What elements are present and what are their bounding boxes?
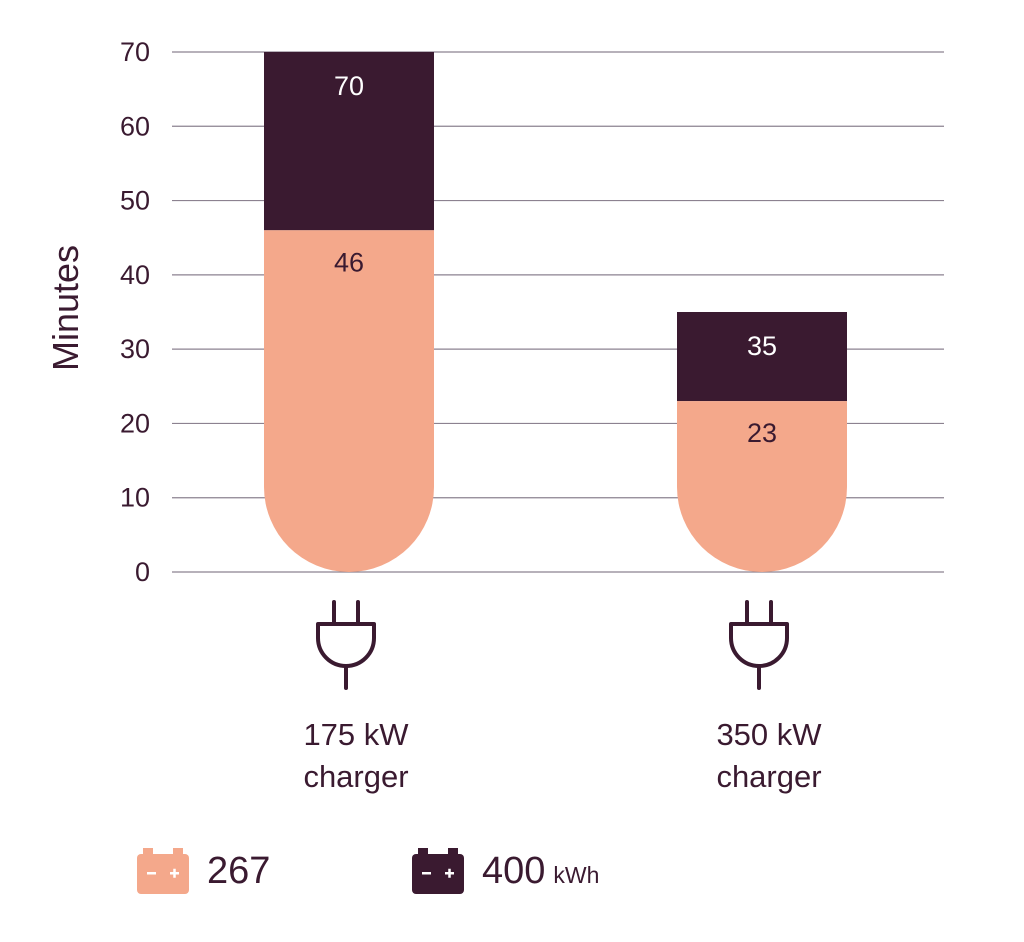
y-tick-label: 0 bbox=[135, 557, 150, 587]
data-label-400: 70 bbox=[334, 71, 364, 101]
category-label-line2: charger bbox=[303, 759, 408, 794]
y-tick-label: 30 bbox=[120, 334, 150, 364]
bar-400-kwh bbox=[264, 52, 434, 231]
y-tick-label: 40 bbox=[120, 260, 150, 290]
y-axis-label: Minutes bbox=[45, 245, 86, 371]
y-tick-label: 20 bbox=[120, 408, 150, 438]
y-tick-label: 10 bbox=[120, 483, 150, 513]
bars: 70 46 35 23 bbox=[264, 52, 847, 573]
legend-item-267: 267 bbox=[137, 845, 270, 897]
legend-unit: kWh bbox=[553, 861, 600, 888]
plug-icon bbox=[316, 600, 376, 690]
category-labels: 175 kW charger 350 kW charger bbox=[303, 600, 822, 794]
category-label-line2: charger bbox=[716, 759, 821, 794]
category-label-line1: 175 kW bbox=[303, 717, 409, 752]
y-tick-label: 70 bbox=[120, 37, 150, 67]
bar-267 bbox=[677, 401, 847, 572]
legend-value: 267 bbox=[207, 849, 271, 892]
battery-icon bbox=[412, 848, 464, 894]
bar-267 bbox=[264, 230, 434, 573]
y-axis-ticks: 0 10 20 30 40 50 60 70 bbox=[120, 37, 150, 587]
battery-icon bbox=[137, 848, 189, 894]
data-label-267: 46 bbox=[334, 247, 364, 277]
bar-400-kwh bbox=[677, 312, 847, 402]
plug-icon bbox=[729, 600, 789, 690]
y-tick-label: 60 bbox=[120, 111, 150, 141]
legend-item-400: 400 kWh bbox=[412, 845, 599, 897]
category-label-line1: 350 kW bbox=[716, 717, 822, 752]
legend-value: 400 bbox=[482, 849, 546, 892]
y-tick-label: 50 bbox=[120, 186, 150, 216]
data-label-400: 35 bbox=[747, 331, 777, 361]
data-label-267: 23 bbox=[747, 418, 777, 448]
